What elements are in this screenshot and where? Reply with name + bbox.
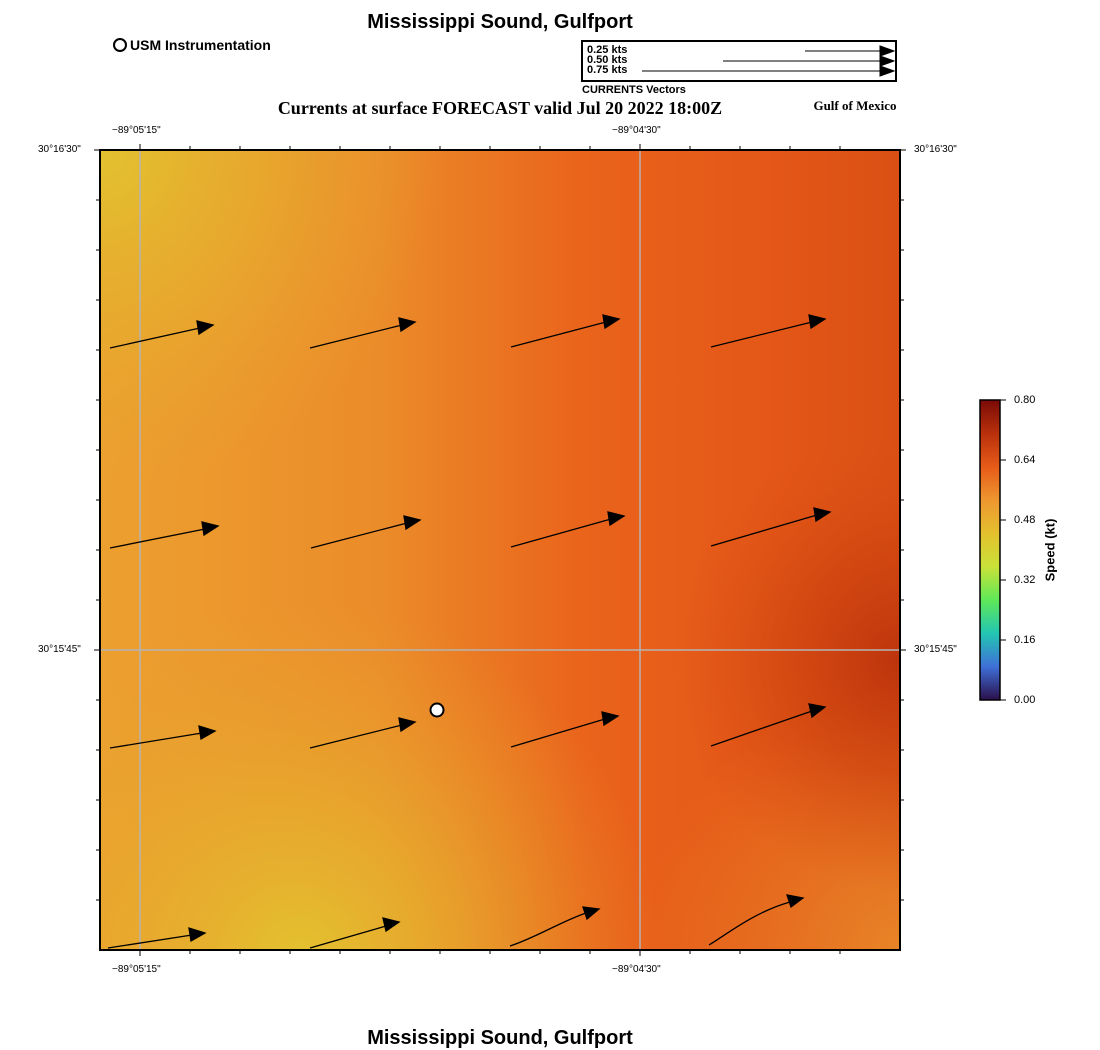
vector-scale-arrowhead-2 <box>879 55 895 67</box>
map-title: Mississippi Sound, Gulfport <box>367 11 633 33</box>
vector-caption: CURRENTS Vectors <box>582 84 686 96</box>
lon-tick-top-1: −89°05'15" <box>112 125 161 136</box>
colorbar-tick-032: 0.32 <box>1014 574 1036 586</box>
vector-scale-label-1: 0.25 kts <box>587 44 628 56</box>
region-label: Gulf of Mexico <box>813 98 897 113</box>
current-vector <box>309 317 417 349</box>
lon-tick-bottom-1: −89°05'15" <box>112 964 161 975</box>
current-vector <box>710 314 827 348</box>
colorbar-tick-000: 0.00 <box>1014 694 1036 706</box>
current-vector <box>107 927 207 949</box>
current-vector <box>708 894 805 946</box>
vector-scale-arrowhead-1 <box>879 45 895 57</box>
frame-ticks <box>94 144 906 956</box>
usm-legend: USM Instrumentation <box>113 37 271 53</box>
usm-legend-label: USM Instrumentation <box>130 37 271 53</box>
lat-tick-right-2: 30°15'45" <box>914 644 957 655</box>
colorbar <box>979 399 1006 701</box>
vector-scale-label-2: 0.50 kts <box>587 54 628 66</box>
vector-scale-label-3: 0.75 kts <box>587 64 628 76</box>
graticule <box>100 150 900 950</box>
vector-scale-arrowhead-3 <box>879 65 895 77</box>
current-vector <box>309 717 417 749</box>
colorbar-tick-016: 0.16 <box>1014 634 1036 646</box>
current-vector <box>710 507 832 547</box>
lat-tick-right-1: 30°16'30" <box>914 144 957 155</box>
colorbar-label: Speed (kt) <box>1042 518 1058 582</box>
current-vector <box>710 703 827 747</box>
vector-scale-arrows <box>642 45 895 77</box>
lon-tick-top-2: −89°04'30" <box>612 125 661 136</box>
colorbar-tick-048: 0.48 <box>1014 514 1036 526</box>
lat-tick-left-2: 30°15'45" <box>38 644 81 655</box>
speed-field <box>100 150 900 950</box>
forecast-title: Currents at surface FORECAST valid Jul 2… <box>277 98 723 118</box>
current-vector <box>509 906 601 947</box>
current-vector <box>109 521 220 549</box>
lon-tick-bottom-2: −89°04'30" <box>612 964 661 975</box>
current-vector <box>510 511 626 548</box>
colorbar-ramp <box>979 399 1001 701</box>
current-vector <box>109 725 217 749</box>
current-vectors <box>107 314 832 949</box>
current-vector <box>310 515 422 549</box>
current-vector <box>109 320 215 349</box>
vector-scale-legend: 0.25 kts 0.50 kts 0.75 kts <box>581 40 897 82</box>
station-marker-icon <box>113 38 127 52</box>
lat-tick-left-1: 30°16'30" <box>38 144 81 155</box>
current-vector <box>510 314 621 348</box>
usm-station-marker <box>429 702 445 718</box>
current-vector <box>309 917 401 949</box>
colorbar-tick-064: 0.64 <box>1014 454 1036 466</box>
current-vector <box>510 711 620 748</box>
colorbar-tick-080: 0.80 <box>1014 394 1036 406</box>
footer-title: Mississippi Sound, Gulfport <box>367 1027 633 1049</box>
